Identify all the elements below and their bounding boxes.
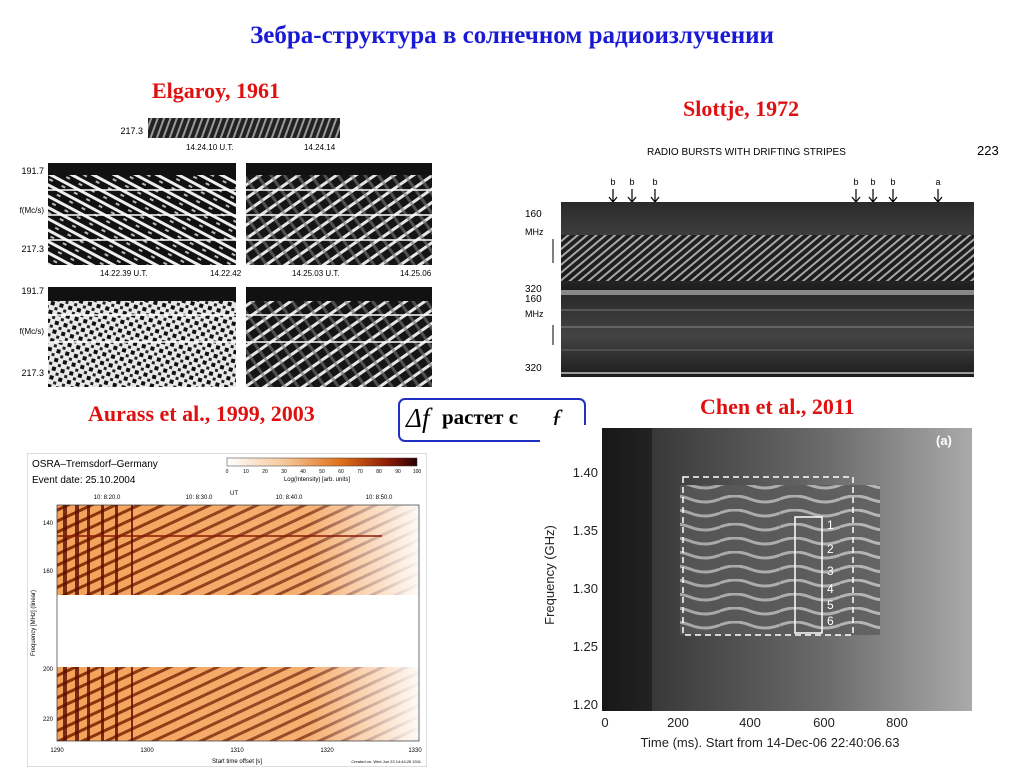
slottje-tick-mhz: MHz xyxy=(525,227,544,237)
aurass-xlabel: Start time offset [s] xyxy=(212,759,262,765)
chen-stripe-3: 3 xyxy=(827,564,834,578)
chen-y-1.25: 1.25 xyxy=(573,639,598,654)
chen-x-0: 0 xyxy=(601,715,608,730)
aurass-event: Event date: 25.10.2004 xyxy=(32,475,136,486)
cbar-tick: 10 xyxy=(243,469,249,475)
elg-mid-time-3: 14.25.03 U.T. xyxy=(292,269,340,278)
aurass-ut: UT xyxy=(230,491,238,497)
chen-stripe-1: 1 xyxy=(827,518,834,532)
cbar-tick: 0 xyxy=(226,469,229,475)
slottje-marker-6: b xyxy=(890,177,895,187)
chen-ylabel: Frequency (GHz) xyxy=(542,525,557,625)
slottje-figure: RADIO BURSTS WITH DRIFTING STRIPES 223 b… xyxy=(525,143,999,377)
caption-elgaroy: Elgaroy, 1961 xyxy=(152,78,280,103)
aurass-figure: OSRA–Tremsdorf–Germany Event date: 25.10… xyxy=(27,453,427,767)
elg-freq-bottom: 217.3 xyxy=(21,244,44,254)
aurass-colorbar xyxy=(226,457,418,467)
aurass-top-time-1: 10: 8:20.0 xyxy=(94,495,121,501)
chen-stripe-6: 6 xyxy=(827,614,834,628)
slottje-tick-320b: 320 xyxy=(525,363,542,374)
cbar-tick: 100 xyxy=(413,469,422,475)
cbar-tick: 20 xyxy=(262,469,268,475)
chen-y-1.35: 1.35 xyxy=(573,523,598,538)
aurass-colorbar-label: Log(Intensity) [arb. units] xyxy=(284,477,350,483)
chen-stripe-4: 4 xyxy=(827,582,834,596)
caption-aurass: Aurass et al., 1999, 2003 xyxy=(88,401,315,426)
slottje-markers: b b b b b b a xyxy=(608,177,943,203)
chen-xlabel: Time (ms). Start from 14-Dec-06 22:40:06… xyxy=(641,735,900,750)
chen-x-400: 400 xyxy=(739,715,761,730)
aurass-x-1320: 1320 xyxy=(320,748,334,754)
slottje-page-num: 223 xyxy=(977,143,999,158)
aurass-site: OSRA–Tremsdorf–Germany xyxy=(32,459,158,470)
slottje-tick-160: 160 xyxy=(525,209,542,220)
formula-f2: f xyxy=(552,405,560,435)
formula-delta: Δ xyxy=(406,403,422,433)
elg-freq-bottom2: 217.3 xyxy=(21,368,44,378)
caption-chen: Chen et al., 2011 xyxy=(700,394,855,419)
slottje-tick-160b: 160 xyxy=(525,294,542,305)
slide-title: Зебра-структура в солнечном радиоизлучен… xyxy=(250,22,774,49)
slottje-marker-4: b xyxy=(853,177,858,187)
aurass-x-1300: 1300 xyxy=(140,748,154,754)
chen-x-200: 200 xyxy=(667,715,689,730)
elgaroy-figure: 217.3 14.24.10 U.T. 14.24.14 191.7 f(Mc/… xyxy=(20,118,432,387)
aurass-y-140: 140 xyxy=(43,521,54,527)
slottje-marker-2: b xyxy=(629,177,634,187)
slottje-marker-1: b xyxy=(610,177,615,187)
aurass-x-1330: 1330 xyxy=(408,748,422,754)
chen-stripe-2: 2 xyxy=(827,542,834,556)
aurass-x-1310: 1310 xyxy=(230,748,244,754)
aurass-y-200: 200 xyxy=(43,667,54,673)
slottje-tick-mhzb: MHz xyxy=(525,309,544,319)
slottje-header: RADIO BURSTS WITH DRIFTING STRIPES xyxy=(647,147,846,158)
aurass-ylabel: Frequency [MHz] (linear) xyxy=(31,590,37,656)
slottje-marker-7: a xyxy=(935,177,940,187)
slottje-marker-5: b xyxy=(870,177,875,187)
elg-mid-time-1: 14.22.39 U.T. xyxy=(100,269,148,278)
elg-freq-unit: f(Mc/s) xyxy=(20,206,45,215)
chen-stripe-5: 5 xyxy=(827,598,834,612)
formula-f1: f xyxy=(422,403,430,433)
cbar-tick: 30 xyxy=(281,469,287,475)
cbar-tick: 60 xyxy=(338,469,344,475)
chen-figure: (a) 1 2 3 4 5 6 1.40 1.35 1.30 1.25 1.20… xyxy=(540,425,980,755)
elg-freq-top: 191.7 xyxy=(21,166,44,176)
chen-solid-box xyxy=(794,516,823,634)
chen-dashed-box xyxy=(682,476,854,636)
formula-text: растет с xyxy=(442,405,519,429)
chen-y-1.40: 1.40 xyxy=(573,465,598,480)
chen-x-800: 800 xyxy=(886,715,908,730)
elg-freq-unit2: f(Mc/s) xyxy=(20,327,45,336)
aurass-created: Created on: Wed Jun 23 14:44:25 2011 xyxy=(351,759,421,764)
elg-mid-time-2: 14.22.42 xyxy=(210,269,242,278)
elg-top-freq: 217.3 xyxy=(120,126,143,136)
cbar-tick: 90 xyxy=(395,469,401,475)
aurass-top-time-2: 10: 8:30.0 xyxy=(186,495,213,501)
aurass-y-160: 160 xyxy=(43,569,54,575)
chen-x-600: 600 xyxy=(813,715,835,730)
aurass-top-time-4: 10: 8:50.0 xyxy=(366,495,393,501)
elg-freq-top2: 191.7 xyxy=(21,286,44,296)
aurass-top-time-3: 10: 8:40.0 xyxy=(276,495,303,501)
cbar-tick: 40 xyxy=(300,469,306,475)
elg-top-time-1: 14.24.10 U.T. xyxy=(186,143,234,152)
formula-box: Δ f растет с f xyxy=(398,398,586,442)
cbar-tick: 70 xyxy=(357,469,363,475)
aurass-x-1290: 1290 xyxy=(50,748,64,754)
slottje-marker-3: b xyxy=(652,177,657,187)
cbar-tick: 80 xyxy=(376,469,382,475)
chen-panel-label: (a) xyxy=(936,433,952,448)
caption-slottje: Slottje, 1972 xyxy=(683,96,800,121)
chen-y-1.20: 1.20 xyxy=(573,697,598,712)
elg-top-time-2: 14.24.14 xyxy=(304,143,336,152)
cbar-tick: 50 xyxy=(319,469,325,475)
aurass-y-220: 220 xyxy=(43,717,54,723)
elg-mid-time-4: 14.25.06 xyxy=(400,269,432,278)
slottje-tick-320: 320 xyxy=(525,284,542,295)
chen-y-1.30: 1.30 xyxy=(573,581,598,596)
